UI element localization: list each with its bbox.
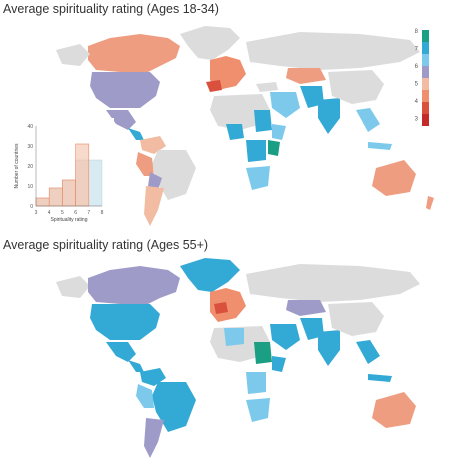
legend-tick-label: 7 [415, 46, 419, 52]
region-se-asia [356, 108, 380, 132]
world-map-older [56, 258, 420, 458]
region-algeria [224, 328, 244, 346]
histogram-x-tick: 5 [61, 210, 64, 216]
region-sudan [254, 110, 272, 132]
region-argentina [144, 418, 164, 458]
region-drc [246, 372, 266, 394]
region-nigeria [226, 124, 244, 140]
region-sudan [254, 342, 272, 364]
region-australia [372, 392, 416, 428]
region-canada [88, 266, 180, 304]
region-ethiopia [272, 124, 286, 140]
map-title-older: Average spirituality rating (Ages 55+) [3, 238, 209, 252]
region-south-africa [246, 166, 270, 190]
legend-swatch [422, 66, 429, 78]
region-drc [246, 140, 266, 162]
histogram-x-tick: 7 [87, 210, 90, 216]
region-kenya [268, 140, 280, 156]
region-india [318, 98, 340, 134]
legend-swatch [422, 78, 429, 90]
region-alaska [56, 44, 90, 66]
region-russia [246, 32, 420, 70]
region-mexico [106, 342, 136, 362]
region-alaska [56, 276, 90, 298]
histogram-y-tick: 40 [27, 124, 33, 130]
region-china [328, 302, 384, 336]
map-title-young: Average spirituality rating (Ages 18-34) [3, 2, 219, 16]
histogram-highlight-bar [62, 179, 76, 207]
region-china [328, 70, 384, 104]
histogram-y-tick: 20 [27, 164, 33, 170]
histogram-highlight-bar [75, 143, 90, 207]
legend-swatch [422, 42, 429, 54]
legend-tick-label: 8 [415, 29, 419, 35]
histogram-y-tick: 0 [30, 204, 33, 210]
region-middle-east [270, 324, 300, 350]
histogram-y-tick: 10 [27, 184, 33, 190]
region-middle-east [270, 92, 300, 118]
region-peru [136, 152, 154, 176]
region-colombia [140, 136, 166, 154]
legend-swatch [422, 54, 429, 66]
region-bolivia [148, 172, 162, 190]
region-colombia [140, 368, 166, 386]
histogram-y-tick: 30 [27, 144, 33, 150]
region-new-zealand [426, 196, 434, 210]
region-brazil [152, 150, 196, 200]
histogram-x-tick: 6 [74, 210, 77, 216]
region-russia [246, 264, 420, 302]
histogram-y-label: Number of countries [14, 143, 20, 189]
histogram-x-label: Spirituality rating [51, 217, 88, 223]
region-usa [90, 72, 160, 108]
histogram-bar [88, 159, 103, 207]
histogram-x-tick: 4 [48, 210, 51, 216]
region-greenland [180, 258, 240, 292]
color-legend: 8 7 6 5 4 3 [415, 29, 429, 126]
region-mexico [106, 110, 136, 130]
region-australia [372, 160, 416, 196]
region-kazakhstan [286, 300, 326, 316]
world-map-young: 8 7 6 5 4 3 3 4 5 6 7 8 0 10 20 30 40 Spirituality ratin… [6, 26, 434, 226]
region-indonesia [368, 374, 392, 382]
region-brazil [152, 382, 196, 432]
region-se-asia [356, 340, 380, 364]
region-argentina [144, 186, 164, 226]
histogram-x-tick: 3 [35, 210, 38, 216]
histogram-highlight-bar [48, 187, 63, 207]
region-greenland [180, 26, 240, 60]
histogram-inset: 3 4 5 6 7 8 0 10 20 30 40 Spirituality rating Number… [6, 118, 114, 226]
legend-swatch [422, 114, 429, 126]
region-kazakhstan [286, 68, 326, 84]
legend-tick-label: 5 [415, 81, 419, 87]
region-central-america [128, 128, 144, 140]
region-usa [90, 304, 160, 340]
region-indonesia [368, 142, 392, 150]
map-panel-older: Average spirituality rating (Ages 55+) [0, 236, 450, 472]
region-peru [136, 384, 154, 408]
legend-tick-label: 6 [415, 64, 419, 70]
legend-swatch [422, 90, 429, 102]
histogram-highlight-bar [35, 197, 50, 207]
region-south-africa [246, 398, 270, 422]
map-panel-young: Average spirituality rating (Ages 18-34) [3, 2, 434, 226]
legend-tick-label: 4 [415, 99, 419, 105]
region-spain [206, 80, 222, 92]
region-canada [88, 34, 180, 72]
legend-tick-label: 3 [415, 116, 419, 122]
legend-swatch [422, 102, 429, 114]
histogram-x-tick: 8 [101, 210, 104, 216]
region-india [318, 330, 340, 366]
region-ethiopia [272, 356, 286, 372]
legend-swatch [422, 30, 429, 42]
region-turkey [256, 82, 278, 92]
region-france [214, 302, 228, 314]
region-central-america [128, 360, 144, 372]
